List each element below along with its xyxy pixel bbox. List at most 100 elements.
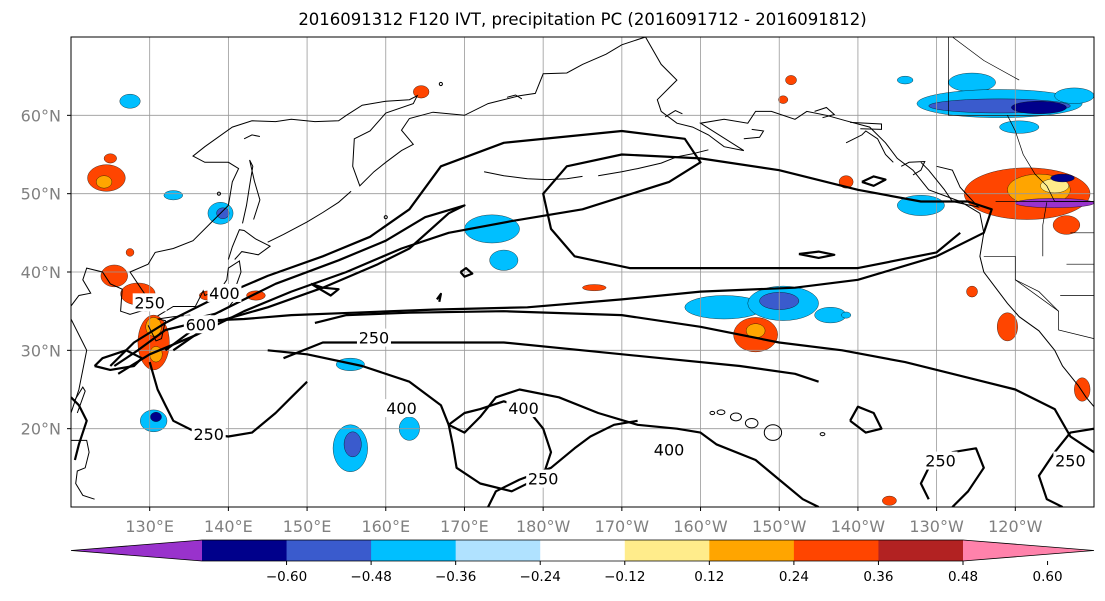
precip-anomaly-area	[897, 75, 914, 85]
precipitation-pc-fill	[87, 72, 1094, 506]
contour-label: 400	[508, 399, 539, 418]
coastline	[743, 128, 765, 140]
colorbar-outline	[70, 539, 1095, 562]
precip-anomaly-area	[1050, 173, 1075, 183]
coastline	[267, 190, 352, 243]
precip-anomaly-area	[778, 95, 789, 104]
colorbar-tick-label: −0.12	[604, 569, 645, 585]
lat-tick-label: 60°N	[21, 106, 61, 125]
coastline	[71, 439, 95, 500]
precip-anomaly-area	[882, 495, 897, 506]
contour-label: 250	[134, 293, 165, 312]
contour-label-bg	[191, 424, 226, 443]
ivt-contour-line	[283, 341, 819, 383]
lon-tick-label: 160°W	[673, 517, 728, 536]
contour-label: 400	[209, 284, 240, 303]
contour-label-bg	[207, 283, 242, 302]
lon-tick-label: 130°E	[125, 517, 174, 536]
map-title: 2016091312 F120 IVT, precipitation PC (2…	[298, 10, 867, 29]
political-border	[1015, 279, 1059, 312]
colorbar-tick-label: −0.48	[350, 569, 391, 585]
ivt-contour-line	[267, 349, 820, 507]
ivt-contour-line	[310, 282, 340, 297]
contour-label: 400	[654, 441, 685, 460]
colorbar-tick-label: 0.12	[694, 569, 724, 585]
coastline	[664, 110, 683, 118]
precip-anomaly-area	[489, 249, 519, 271]
political-border	[952, 37, 1020, 81]
lon-tick-label: 170°E	[440, 517, 489, 536]
ivt-contour-line	[93, 349, 143, 371]
precip-anomaly-area	[246, 290, 266, 301]
precip-anomaly-area	[150, 412, 162, 422]
ivt-contour-line	[459, 267, 474, 278]
island-outline	[729, 412, 742, 422]
colorbar-tick-label: 0.36	[863, 569, 893, 585]
ivt-contour-labels: 250 400 600 250 400 250 400 250 400 250 250	[132, 283, 1088, 489]
precip-anomaly-area	[100, 264, 128, 288]
contour-label-bg	[384, 399, 419, 418]
colorbar-segment	[455, 540, 541, 561]
lat-tick-label: 50°N	[21, 185, 61, 204]
contour-label-bg	[506, 399, 541, 418]
island-outline	[763, 424, 783, 441]
coastline	[900, 160, 926, 176]
ivt-contour-line	[109, 129, 702, 375]
coastline	[645, 37, 1094, 408]
island-outline	[819, 432, 826, 437]
ivt-contour-line	[1037, 427, 1094, 507]
precip-anomaly-area	[216, 207, 230, 219]
colorbar-segment	[202, 540, 288, 561]
lon-tick-label: 180°W	[516, 517, 571, 536]
lon-tick-label: 130°W	[909, 517, 964, 536]
contour-label: 400	[386, 399, 417, 418]
contour-label-bg	[132, 293, 167, 312]
ivt-contour-line	[314, 310, 1094, 454]
political-border	[1042, 202, 1048, 257]
contour-label-bg	[923, 451, 958, 470]
colorbar: −0.60 −0.48 −0.36 −0.24 −0.12 0.12 0.24 0.36 0.4…	[70, 539, 1095, 585]
precip-anomaly-area	[125, 248, 135, 257]
precip-anomaly-area	[1015, 198, 1094, 208]
colorbar-segment	[793, 540, 879, 561]
coastline	[484, 171, 583, 181]
coastline	[850, 121, 882, 130]
island-outline	[438, 81, 443, 87]
ivt-contour-line	[919, 447, 985, 507]
colorbar-tick-label: 0.48	[948, 569, 978, 585]
coastline	[814, 106, 836, 119]
precip-anomaly-area	[997, 312, 1018, 342]
ivt-contour-line	[487, 419, 638, 507]
lat-tick-label: 30°N	[21, 341, 61, 360]
colorbar-tick-label: −0.24	[520, 569, 561, 585]
lon-tick-label: 150°W	[752, 517, 807, 536]
contour-label-bg	[183, 315, 218, 334]
ivt-contour-line	[849, 405, 883, 434]
precip-anomaly-area	[1074, 377, 1091, 402]
contour-label-bg	[652, 440, 687, 459]
coastline	[227, 229, 272, 260]
colorbar-segment	[878, 540, 964, 561]
lat-tick-label: 20°N	[21, 420, 61, 439]
precip-anomaly-area	[1054, 87, 1094, 104]
ivt-contour-line	[113, 153, 993, 367]
lon-tick-label: 170°W	[595, 517, 650, 536]
precip-anomaly-area	[96, 175, 113, 189]
precip-anomaly-area	[948, 72, 996, 93]
lat-tick-label: 40°N	[21, 263, 61, 282]
lon-tick-label: 140°W	[831, 517, 886, 536]
precip-anomaly-area	[1052, 215, 1081, 235]
precip-anomaly-area	[841, 311, 852, 319]
colorbar-segment	[709, 540, 795, 561]
island-outline	[709, 410, 716, 416]
coastline	[920, 161, 980, 208]
island-outline	[383, 215, 388, 220]
contour-label: 250	[359, 329, 390, 348]
coastline	[845, 130, 894, 163]
political-border	[983, 255, 1094, 339]
precip-anomaly-area	[119, 94, 141, 109]
coastline	[243, 134, 260, 140]
precip-anomaly-area	[343, 431, 362, 458]
lon-tick-label: 150°E	[283, 517, 332, 536]
